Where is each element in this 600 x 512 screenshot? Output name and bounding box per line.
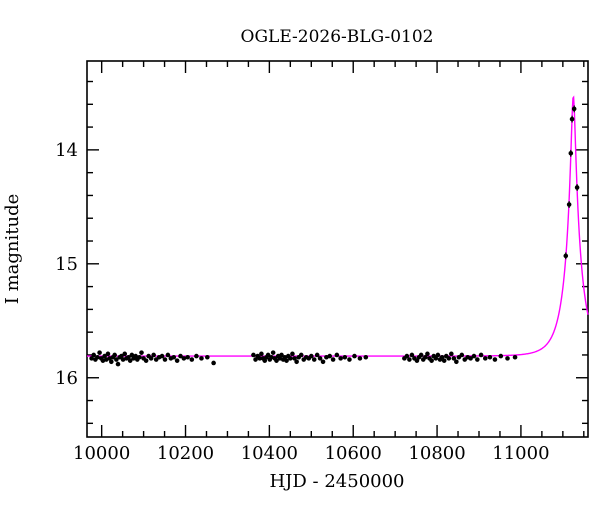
data-points-baseline-season-2 [251, 350, 369, 365]
svg-text:10200: 10200 [157, 443, 214, 464]
model-curve [87, 95, 589, 357]
x-axis-ticks [100, 61, 585, 437]
x-tick-labels: 10000 10200 10400 10600 10800 11000 [73, 443, 550, 464]
svg-text:10000: 10000 [73, 443, 130, 464]
svg-text:11000: 11000 [492, 443, 549, 464]
svg-text:10600: 10600 [325, 443, 382, 464]
chart-layer: 10000 10200 10400 10600 10800 11000 14 15 16 [55, 60, 589, 464]
data-points-baseline-season-1 [89, 350, 216, 367]
svg-text:15: 15 [55, 254, 78, 275]
svg-text:10400: 10400 [241, 443, 298, 464]
svg-text:14: 14 [55, 140, 78, 161]
axis-frame [86, 60, 589, 438]
y-axis-ticks [87, 80, 588, 425]
data-points-baseline-season-3 [402, 351, 518, 365]
data-points-event-rise-and-peak [563, 105, 580, 260]
chart-title: OGLE-2026-BLG-0102 [241, 27, 434, 47]
x-axis-label: HJD - 2450000 [269, 471, 404, 492]
y-axis-label: I magnitude [2, 194, 23, 305]
data-points [89, 105, 580, 367]
y-tick-labels: 14 15 16 [55, 140, 78, 389]
svg-text:16: 16 [55, 368, 78, 389]
svg-text:10800: 10800 [408, 443, 465, 464]
